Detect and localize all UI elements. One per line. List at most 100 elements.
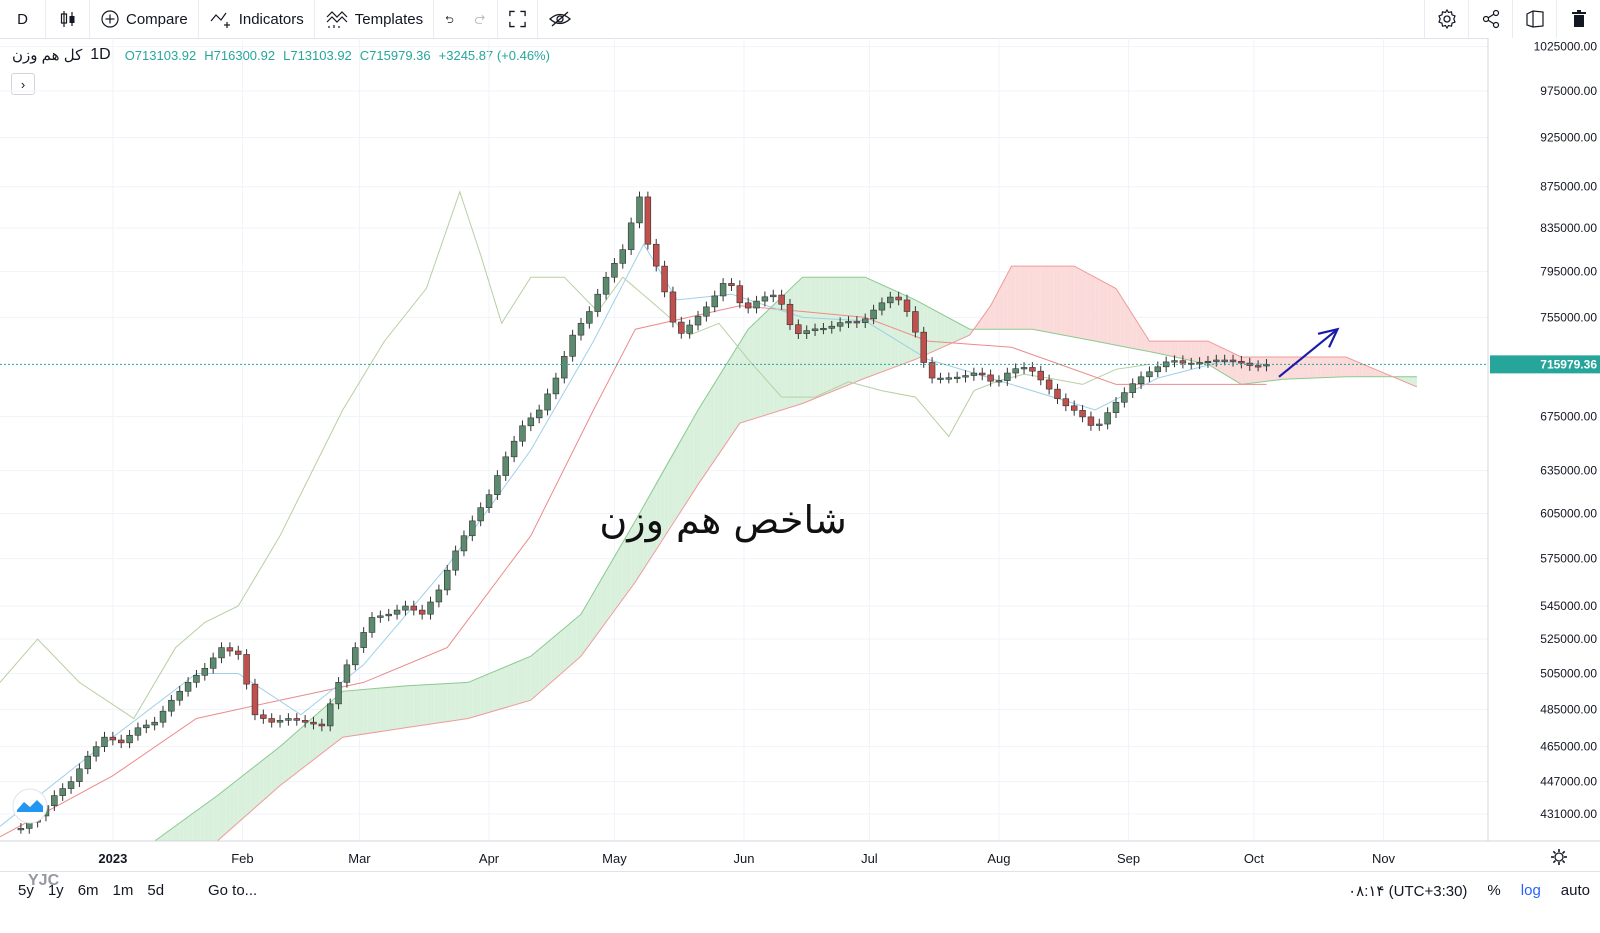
candle-body: [1112, 401, 1120, 413]
cloud-segment: [890, 288, 895, 369]
cloud-segment: [639, 505, 644, 576]
price-tick-label: 795000.00: [1540, 265, 1597, 279]
price-tick-label: 575000.00: [1540, 552, 1597, 566]
goto-button[interactable]: Go to...: [208, 882, 258, 899]
cloud-segment: [292, 731, 297, 776]
time-tick-label: May: [602, 851, 627, 866]
cloud-segment: [831, 277, 836, 392]
cloud-segment: [296, 727, 301, 773]
cloud-segment: [551, 634, 556, 682]
cloud-segment: [681, 431, 686, 510]
axis-settings-icon: [1551, 849, 1567, 865]
candle-body: [502, 456, 509, 476]
cloud-segment: [886, 286, 891, 371]
ichimoku-cloud: [154, 266, 1417, 841]
candle-body: [1029, 367, 1036, 372]
cloud-segment: [351, 690, 356, 736]
cloud-segment: [706, 389, 711, 473]
cloud-segment: [384, 687, 389, 731]
cloud-segment: [773, 300, 778, 413]
candle-body: [770, 294, 777, 298]
auto-toggle[interactable]: auto: [1560, 882, 1590, 899]
snapshot-button[interactable]: [1512, 0, 1556, 38]
log-toggle[interactable]: log: [1520, 882, 1541, 899]
candle-body: [1079, 410, 1086, 418]
candle-body: [1213, 359, 1220, 362]
cloud-segment: [957, 322, 962, 341]
candle-body: [744, 302, 752, 309]
undo-button[interactable]: [434, 0, 464, 38]
cloud-segment: [990, 297, 995, 330]
settings-button[interactable]: [1424, 0, 1468, 38]
percent-toggle[interactable]: %: [1487, 882, 1501, 899]
interval-label: D: [17, 10, 28, 28]
cloud-segment: [451, 683, 456, 721]
chart-type-button[interactable]: [46, 0, 90, 38]
range-1m[interactable]: 1m: [112, 882, 134, 899]
cloud-segment: [535, 649, 540, 697]
cloud-segment: [397, 686, 402, 730]
interval-button[interactable]: D: [0, 0, 46, 38]
cloud-segment: [1366, 365, 1371, 377]
cloud-segment: [1253, 356, 1259, 383]
cloud-segment: [1320, 356, 1325, 378]
compare-button[interactable]: Compare: [90, 0, 199, 38]
candle-body: [168, 699, 175, 712]
candle-body: [569, 334, 576, 357]
candle-body: [260, 714, 267, 719]
cloud-segment: [593, 584, 598, 639]
time-tick-label: Aug: [987, 851, 1010, 866]
cloud-segment: [907, 296, 912, 363]
price-chart[interactable]: شاخص هم وزن 1025000.00 975000.00 925000.00 8…: [0, 38, 1600, 871]
symbol-name[interactable]: کل هم وزن: [12, 47, 83, 64]
candle-body: [76, 768, 83, 782]
cloud-segment: [961, 324, 966, 339]
cloud-segment: [505, 664, 510, 708]
range-1y[interactable]: 1y: [47, 882, 64, 899]
cloud-segment: [898, 292, 903, 366]
share-button[interactable]: [1468, 0, 1512, 38]
cloud-segment: [242, 772, 247, 819]
price-tick-label: 975000.00: [1540, 84, 1597, 98]
range-5d[interactable]: 5d: [147, 882, 165, 899]
cloud-segment: [497, 668, 502, 710]
timezone-label[interactable]: ۰۸:۱۴ (UTC+3:30): [1348, 883, 1468, 900]
candle-body: [1037, 370, 1044, 381]
delete-button[interactable]: [1556, 0, 1600, 38]
redo-button[interactable]: [464, 0, 499, 38]
cloud-segment: [359, 689, 364, 735]
cloud-segment: [1266, 356, 1271, 382]
cloud-segment: [1095, 277, 1100, 342]
hide-drawings-button[interactable]: [538, 0, 582, 38]
range-5y[interactable]: 5y: [18, 882, 34, 899]
candle-body: [753, 300, 760, 309]
candle-body: [903, 299, 911, 312]
candle-body: [1171, 360, 1178, 363]
cloud-segment: [539, 645, 544, 693]
cloud-segment: [932, 308, 937, 352]
candle-body: [761, 296, 769, 302]
cloud-segment: [572, 617, 577, 664]
cloud-segment: [739, 335, 744, 424]
candle-body: [586, 311, 593, 324]
fullscreen-button[interactable]: [498, 0, 539, 38]
templates-button[interactable]: Templates: [315, 0, 435, 38]
cloud-segment: [597, 577, 602, 633]
candle-body: [352, 647, 359, 666]
cloud-segment: [250, 765, 255, 812]
cloud-segment: [861, 277, 866, 380]
candle-body: [577, 322, 585, 336]
candle-body: [828, 325, 836, 329]
cloud-segment: [1128, 307, 1133, 349]
cloud-segment: [484, 673, 490, 714]
price-tick-label: 485000.00: [1540, 702, 1597, 716]
candle-body: [719, 283, 727, 297]
legend-toggle-button[interactable]: ›: [11, 73, 35, 95]
legend-change: +3245.87 (+0.46%): [438, 47, 550, 63]
candle-body: [126, 734, 133, 744]
indicators-button[interactable]: Indicators: [199, 0, 315, 38]
cloud-segment: [718, 368, 724, 454]
cloud-segment: [810, 277, 816, 401]
candle-body: [159, 710, 167, 723]
range-6m[interactable]: 6m: [77, 882, 99, 899]
